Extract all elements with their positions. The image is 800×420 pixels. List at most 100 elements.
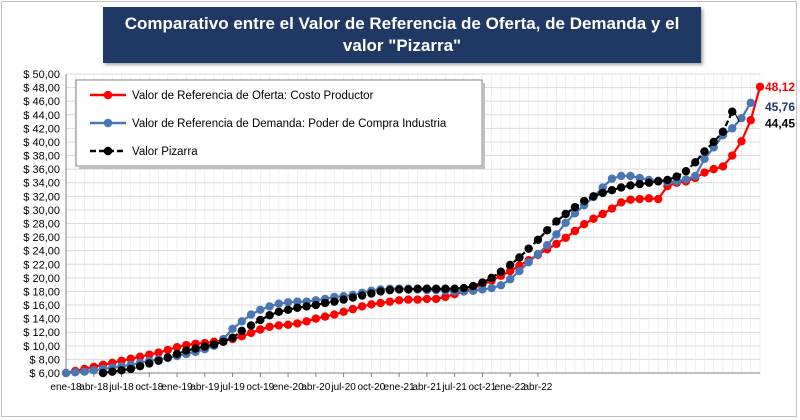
data-point-pizarra xyxy=(542,226,552,235)
data-point-pizarra xyxy=(515,253,524,262)
data-point-pizarra xyxy=(385,285,395,295)
y-tick-label: $ 28,00 xyxy=(23,219,60,231)
x-tick-label: ene-22 xyxy=(495,382,527,393)
x-tick-label: ene-18 xyxy=(50,382,82,393)
y-tick-label: $ 50,00 xyxy=(23,69,60,81)
data-point-oferta xyxy=(376,298,385,308)
data-point-demanda xyxy=(256,305,265,315)
data-point-demanda xyxy=(524,258,533,267)
data-point-oferta xyxy=(755,82,765,91)
y-tick-label: $ 8,00 xyxy=(29,354,60,366)
data-point-demanda xyxy=(293,297,302,306)
data-point-oferta xyxy=(552,239,561,249)
data-point-oferta xyxy=(441,292,450,302)
data-point-demanda xyxy=(542,241,552,250)
data-point-pizarra xyxy=(339,295,348,304)
data-point-pizarra xyxy=(709,137,718,147)
data-point-demanda xyxy=(71,368,80,377)
data-point-demanda xyxy=(691,171,700,181)
y-tick-label: $ 10,00 xyxy=(23,341,60,353)
data-point-oferta xyxy=(570,226,580,236)
data-point-pizarra xyxy=(126,364,135,374)
data-point-pizarra xyxy=(311,300,321,310)
data-point-oferta xyxy=(431,294,441,304)
data-point-demanda xyxy=(515,266,524,276)
data-point-pizarra xyxy=(441,284,450,293)
legend-swatch-marker xyxy=(103,146,113,156)
data-point-pizarra xyxy=(422,284,432,293)
data-point-demanda xyxy=(700,154,709,164)
y-tick-label: $ 32,00 xyxy=(23,191,60,203)
data-point-pizarra xyxy=(274,307,284,317)
data-point-demanda xyxy=(478,285,487,294)
data-point-pizarra xyxy=(700,147,709,156)
data-point-oferta xyxy=(709,164,718,174)
data-point-oferta xyxy=(700,168,709,177)
x-tick-label: abr-18 xyxy=(79,382,108,393)
data-point-pizarra xyxy=(348,293,358,302)
y-tick-label: $ 38,00 xyxy=(23,151,60,163)
data-point-oferta xyxy=(626,195,635,204)
y-tick-label: $ 36,00 xyxy=(23,164,60,176)
legend-label-pizarra: Valor Pizarra xyxy=(132,146,198,158)
end-label-leader xyxy=(734,113,740,122)
data-point-oferta xyxy=(311,314,321,323)
data-point-pizarra xyxy=(135,362,145,371)
data-point-pizarra xyxy=(154,356,163,365)
x-tick-label: abr-21 xyxy=(412,382,441,393)
data-point-oferta xyxy=(145,350,154,359)
data-point-pizarra xyxy=(302,302,311,311)
data-point-pizarra xyxy=(404,285,413,294)
data-point-demanda xyxy=(728,124,737,133)
x-tick-label: ene-20 xyxy=(273,382,305,393)
data-point-oferta xyxy=(246,328,256,338)
data-point-pizarra xyxy=(108,367,117,376)
data-point-demanda xyxy=(237,317,247,326)
data-point-demanda xyxy=(626,171,635,181)
end-label-pizarra: 44,45 xyxy=(765,117,795,131)
data-point-oferta xyxy=(394,296,404,305)
data-point-pizarra xyxy=(579,196,589,206)
x-tick-label: jul-19 xyxy=(219,382,245,393)
legend: Valor de Referencia de Oferta: Costo Pro… xyxy=(75,79,485,169)
data-point-pizarra xyxy=(256,315,265,325)
data-point-pizarra xyxy=(478,278,487,287)
y-tick-label: $ 6,00 xyxy=(29,368,60,380)
series-pizarra xyxy=(98,107,737,378)
x-tick-label: abr-19 xyxy=(190,382,219,393)
data-point-oferta xyxy=(644,194,654,203)
end-labels: 48,12 45,76 44,45 xyxy=(734,80,795,131)
chart-title-box: Comparativo entre el Valor de Referencia… xyxy=(103,7,701,63)
data-point-demanda xyxy=(228,324,237,334)
data-point-pizarra xyxy=(561,209,570,219)
data-point-pizarra xyxy=(496,267,506,276)
data-point-oferta xyxy=(256,325,265,334)
data-point-pizarra xyxy=(691,158,700,167)
y-axis-ticks: $ 6,00 $ 8,00$ 10,00 $ 12,00$ 14,00 $ 16,00… xyxy=(23,69,60,380)
data-point-pizarra xyxy=(635,179,644,189)
data-point-demanda xyxy=(561,218,570,228)
data-point-pizarra xyxy=(617,183,626,192)
data-point-oferta xyxy=(561,233,570,242)
data-point-pizarra xyxy=(468,281,478,291)
data-point-pizarra xyxy=(330,297,339,306)
data-point-oferta xyxy=(320,312,330,321)
legend-swatch-marker xyxy=(103,90,113,100)
data-point-pizarra xyxy=(200,342,209,351)
x-tick-label: oct-19 xyxy=(246,382,274,393)
data-point-demanda xyxy=(61,368,71,378)
data-point-pizarra xyxy=(246,321,256,330)
data-point-pizarra xyxy=(589,192,598,201)
data-point-pizarra xyxy=(172,349,182,359)
y-tick-label: $ 12,00 xyxy=(23,327,60,339)
data-point-pizarra xyxy=(570,202,580,212)
data-point-pizarra xyxy=(663,175,672,185)
data-point-oferta xyxy=(579,219,589,229)
end-label-demanda: 45,76 xyxy=(765,100,795,114)
data-point-oferta xyxy=(598,209,607,219)
data-point-oferta xyxy=(274,321,284,330)
data-point-oferta xyxy=(635,194,644,204)
data-point-pizarra xyxy=(644,178,654,187)
data-point-demanda xyxy=(487,283,496,293)
